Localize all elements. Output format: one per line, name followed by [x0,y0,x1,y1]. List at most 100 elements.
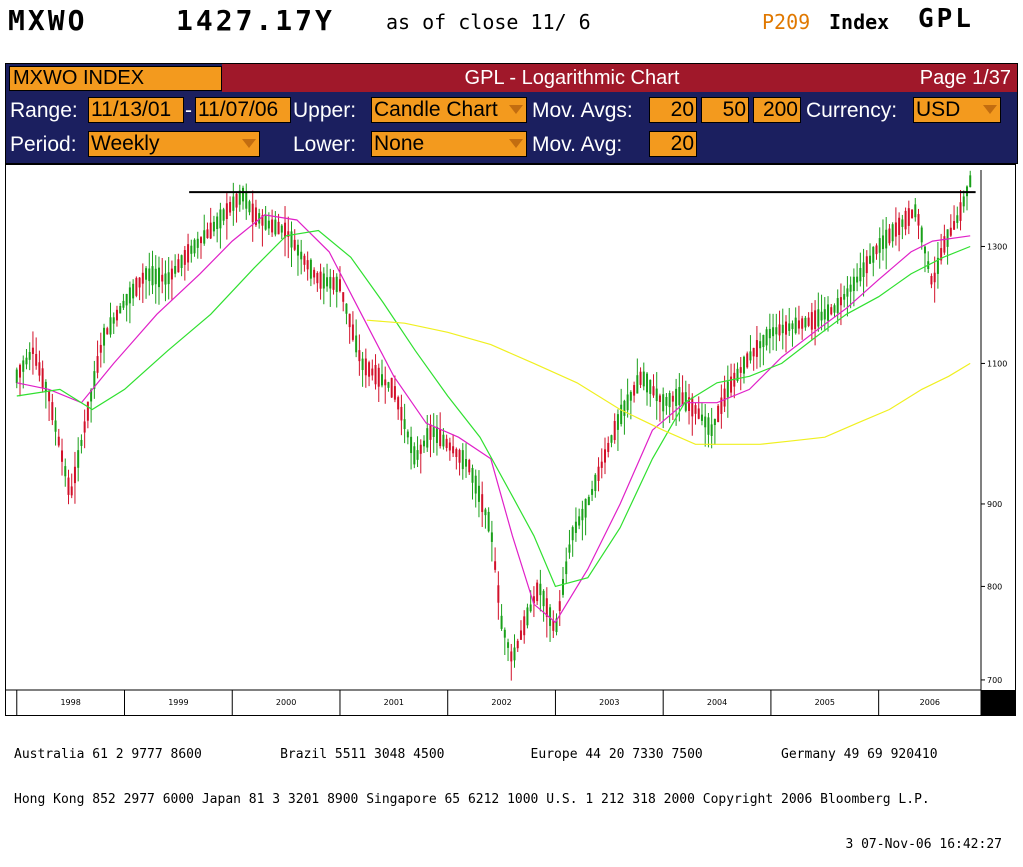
lower-select[interactable]: None [371,131,527,157]
candle-body [781,324,784,334]
candle-body [190,245,193,254]
candle-body [529,604,532,612]
candle-body [251,203,254,223]
candle-body [361,358,364,371]
candle-body [445,438,448,448]
candle-body [907,208,910,226]
ticker: MXWO [8,4,88,37]
candle-body [161,274,164,282]
range-to-field[interactable]: 11/07/06 [195,97,291,123]
candle-body [303,255,306,265]
candle-body [526,607,529,626]
candle-body [746,353,749,368]
candle-body [943,236,946,253]
candle-body [474,475,477,494]
candle-body [956,215,959,223]
mov-avg-field[interactable]: 20 [649,131,697,157]
candle-body [510,651,513,662]
candle-body [183,250,186,265]
candle-body [28,352,31,360]
candle-body [536,582,539,602]
moving-average-20 [16,214,971,624]
range-from-field[interactable]: 11/13/01 [88,97,184,123]
candle-body [662,394,665,412]
page-indicator: Page 1/37 [919,67,1011,89]
footer-timestamp: 3 07-Nov-06 16:42:27 [845,837,1002,852]
candle-body [342,292,345,302]
candle-body [797,320,800,329]
currency-select-value: USD [916,98,961,121]
candle-body [442,434,445,447]
candle-body [300,251,303,260]
candle-body [138,277,141,288]
candle-body [452,446,455,454]
candle-body [284,222,287,238]
candle-body [57,436,60,446]
currency-select[interactable]: USD [913,97,1001,123]
chevron-down-icon [242,139,256,148]
candle-body [752,347,755,357]
candle-body [865,256,868,274]
candle-body [90,389,93,402]
function-code: GPL [918,4,974,34]
candle-body [41,368,44,388]
candle-body [875,245,878,255]
y-tick-label: 1300 [987,242,1007,251]
security-field[interactable]: MXWO INDEX [9,66,222,91]
candle-body [38,362,41,376]
candle-body [448,442,451,451]
mov-avg-3-field[interactable]: 200 [753,97,801,123]
mov-avg-2-field[interactable]: 50 [701,97,749,123]
candle-body [827,304,830,321]
candle-body [542,590,545,607]
candle-body [371,368,374,376]
candle-body [432,427,435,437]
candle-body [419,444,422,454]
lower-label: Lower: [293,133,357,156]
candle-body [141,272,144,284]
candle-body [885,229,888,249]
x-tick-label: 2001 [384,698,404,707]
candle-body [287,231,290,237]
candle-body [523,616,526,636]
x-tick-label: 2005 [815,698,835,707]
candle-body [477,485,480,502]
page-code[interactable]: P209 [762,10,811,34]
upper-select[interactable]: Candle Chart [371,97,527,123]
chevron-down-icon [983,105,997,114]
candle-body [778,324,781,336]
candle-body [374,364,377,385]
candle-body [597,466,600,481]
candle-body [338,279,341,292]
candle-body [581,508,584,521]
candle-body [765,329,768,346]
candle-body [736,368,739,381]
lower-select-value: None [374,132,425,155]
candle-body [810,312,813,330]
candle-body [668,393,671,408]
candle-body [154,268,157,285]
candle-body [739,367,742,373]
candle-body [93,371,96,389]
mov-avg-1-field[interactable]: 20 [649,97,697,123]
candle-body [552,620,555,631]
candle-body [267,220,270,229]
candle-body [904,210,907,230]
chart-area[interactable]: 700 800 900 1100 1300 1998 1999 2000 2001 2002 200… [5,164,1016,716]
candle-body [817,309,820,327]
candle-body [953,221,956,230]
candle-body [406,431,409,438]
candle-body [658,395,661,403]
candle-body [568,544,571,553]
candle-body [73,466,76,484]
candle-body [132,283,135,299]
candle-body [558,601,561,611]
candle-body [959,202,962,221]
period-select[interactable]: Weekly [88,131,260,157]
candle-body [785,321,787,335]
candle-body [830,307,833,315]
candle-body [688,397,691,411]
candle-body [791,323,794,330]
candle-body [655,388,658,402]
candle-body [329,276,332,289]
